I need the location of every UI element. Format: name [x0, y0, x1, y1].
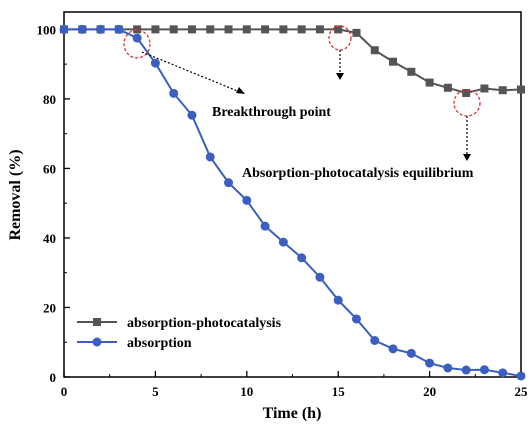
data-point: [443, 363, 453, 373]
y-axis-title: Removal (%): [7, 149, 24, 240]
data-point: [260, 221, 270, 231]
data-point: [479, 365, 489, 375]
data-point: [517, 85, 525, 94]
data-point: [187, 110, 197, 120]
y-tick-label: 20: [43, 300, 56, 315]
series-absorption: [59, 24, 526, 381]
data-point: [114, 24, 124, 34]
data-point: [370, 336, 380, 345]
data-point: [315, 25, 324, 34]
data-point: [297, 253, 307, 263]
data-point: [334, 25, 343, 34]
legend-label-absorption-photocatalysis: absorption-photocatalysis: [127, 316, 282, 331]
y-axis-ticks: 0 20 40 60 80 100: [37, 22, 70, 385]
data-point: [242, 25, 251, 34]
data-point: [443, 83, 452, 92]
data-point: [242, 195, 252, 205]
data-point: [352, 28, 361, 37]
data-point: [278, 237, 288, 247]
data-point: [59, 24, 69, 34]
data-point: [205, 152, 215, 162]
x-tick-label: 25: [515, 384, 529, 399]
data-point: [407, 67, 416, 76]
data-point: [498, 368, 508, 378]
data-point: [150, 58, 160, 68]
breakthrough-circle-1: [123, 29, 151, 59]
x-tick-label: 0: [61, 384, 68, 399]
data-point: [480, 84, 489, 93]
annotation-breakthrough: Breakthrough point: [212, 105, 331, 120]
data-point: [389, 57, 398, 66]
breakthrough-arrow-1: [141, 51, 241, 93]
data-point: [315, 272, 325, 282]
data-point: [224, 178, 234, 188]
legend-marker-absorption-photocatalysis: [93, 318, 101, 326]
data-point: [151, 25, 160, 34]
legend-marker-absorption: [92, 337, 102, 347]
legend-label-absorption: absorption: [127, 336, 192, 351]
legend: absorption-photocatalysis absorption: [77, 316, 282, 351]
breakthrough-arrow-2-head: [336, 73, 344, 80]
data-point: [261, 25, 270, 34]
data-point: [132, 33, 142, 43]
data-point: [169, 25, 178, 34]
y-tick-label: 0: [50, 370, 57, 385]
data-point: [77, 24, 87, 34]
series-layer: [59, 24, 526, 381]
series-line-absorption-photocatalysis: [64, 28, 522, 95]
data-point: [406, 348, 416, 358]
x-tick-label: 5: [152, 384, 159, 399]
data-point: [388, 344, 398, 354]
data-point: [133, 25, 142, 34]
x-tick-label: 15: [332, 384, 346, 399]
data-point: [169, 88, 179, 98]
data-point: [425, 78, 434, 87]
data-point: [224, 25, 233, 34]
y-tick-label: 60: [43, 161, 56, 176]
data-point: [516, 371, 526, 381]
x-axis-title: Time (h): [263, 405, 322, 422]
data-point: [187, 25, 196, 34]
x-axis-ticks: 0 5 10 15 20 25: [61, 371, 528, 399]
equilibrium-arrow-head: [463, 154, 471, 161]
y-tick-label: 80: [43, 92, 56, 107]
data-point: [425, 358, 435, 368]
breakthrough-arrow-1-head: [236, 87, 245, 94]
data-point: [96, 24, 106, 34]
x-tick-label: 10: [240, 384, 253, 399]
data-point: [279, 25, 288, 34]
data-point: [333, 295, 343, 305]
y-tick-label: 40: [43, 231, 56, 246]
data-point: [462, 88, 471, 97]
data-point: [461, 365, 471, 375]
data-point: [351, 314, 361, 324]
data-point: [297, 25, 306, 34]
data-point: [370, 46, 379, 55]
annotation-equilibrium: Absorption-photocatalysis equilibrium: [242, 166, 474, 181]
annotation-layer: Breakthrough point Absorption-photocatal…: [123, 25, 481, 181]
x-tick-label: 20: [423, 384, 436, 399]
data-point: [206, 25, 215, 34]
series-absorption-photocatalysis: [60, 25, 525, 97]
y-tick-label: 100: [37, 22, 57, 37]
data-point: [498, 86, 507, 95]
